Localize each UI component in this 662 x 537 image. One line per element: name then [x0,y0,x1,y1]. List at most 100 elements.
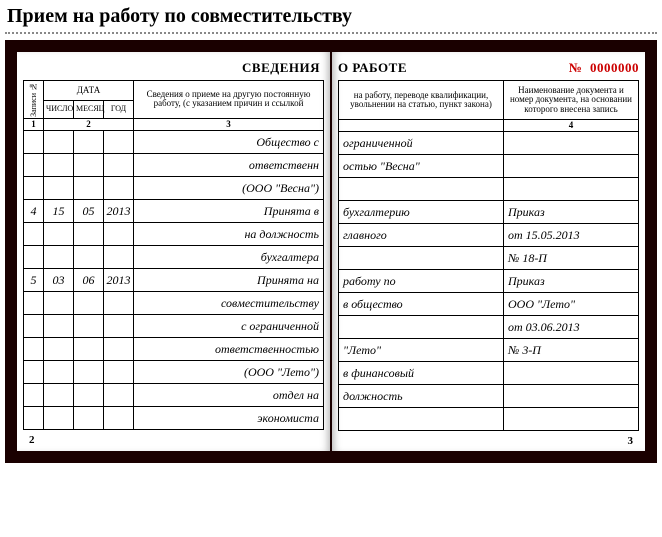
cell-col3b [339,247,504,270]
table-row: совместительству [24,292,324,315]
th-col3a: Сведения о приеме на другую постоянную р… [134,81,324,119]
cell-col4 [504,155,639,178]
table-row: Общество с [24,131,324,154]
cell-rec [24,384,44,407]
pagenum-left: 2 [23,434,324,446]
colnum-3b [339,120,504,132]
header-right: О РАБОТЕ № 0000000 [338,60,639,76]
cell-m [74,338,104,361]
cell-rec: 5 [24,269,44,292]
cell-col3: совместительству [134,292,324,315]
cell-y [104,154,134,177]
table-row [339,408,639,431]
cell-col3b: в общество [339,293,504,316]
cell-col3: на должность [134,223,324,246]
th-date: ДАТА [44,81,134,101]
cell-m: 05 [74,200,104,223]
table-row: работу поПриказ [339,270,639,293]
cell-y [104,338,134,361]
cell-rec [24,315,44,338]
cell-m [74,407,104,430]
cell-col3b: "Лето" [339,339,504,362]
cell-d [44,338,74,361]
table-row: должность [339,385,639,408]
table-row: с ограниченной [24,315,324,338]
cell-y: 2013 [104,269,134,292]
cell-rec [24,177,44,200]
table-row: бухгалтериюПриказ [339,201,639,224]
doc-number: № 0000000 [569,60,639,76]
th-col4: Наименование документа и номер документа… [504,81,639,120]
cell-d [44,223,74,246]
cell-col4 [504,385,639,408]
cell-y [104,131,134,154]
cell-col3: (ООО "Лето") [134,361,324,384]
cell-rec [24,361,44,384]
cell-m [74,131,104,154]
cell-col3: экономиста [134,407,324,430]
cell-col3: Принята в [134,200,324,223]
cell-m [74,223,104,246]
cell-rec [24,292,44,315]
book-pages: СВЕДЕНИЯ Записи № ДАТА Сведения о приеме… [17,52,645,451]
table-row [339,178,639,201]
table-row: остью "Весна" [339,155,639,178]
cell-col4 [504,408,639,431]
cell-col4: Приказ [504,201,639,224]
th-year: ГОД [104,100,134,118]
table-row: главногоот 15.05.2013 [339,224,639,247]
pagenum-right: 3 [338,435,639,447]
cell-col3b [339,408,504,431]
cell-y [104,223,134,246]
cell-y [104,384,134,407]
cell-m [74,154,104,177]
cell-m: 06 [74,269,104,292]
cell-col4: от 15.05.2013 [504,224,639,247]
colnum-2: 2 [44,118,134,130]
cell-col4: Приказ [504,270,639,293]
cell-col4 [504,362,639,385]
cell-m [74,246,104,269]
th-rec: Записи № [24,81,44,119]
cell-d [44,131,74,154]
cell-col4 [504,132,639,155]
cell-col3b [339,178,504,201]
cell-y [104,292,134,315]
book-cover: СВЕДЕНИЯ Записи № ДАТА Сведения о приеме… [5,40,657,463]
cell-y [104,407,134,430]
cell-rec [24,246,44,269]
cell-col4 [504,178,639,201]
cell-rec [24,154,44,177]
cell-m [74,315,104,338]
cell-d [44,177,74,200]
cell-y [104,246,134,269]
header-right-text: О РАБОТЕ [338,60,407,76]
page-title: Прием на работу по совместительству [7,5,657,28]
header-left: СВЕДЕНИЯ [23,60,324,76]
cell-col4: от 03.06.2013 [504,316,639,339]
cell-col3: отдел на [134,384,324,407]
cell-col3: Общество с [134,131,324,154]
cell-m [74,292,104,315]
cell-d: 03 [44,269,74,292]
th-month: МЕСЯЦ [74,100,104,118]
cell-d [44,154,74,177]
table-row: в финансовый [339,362,639,385]
cell-col4: № 18-П [504,247,639,270]
cell-d: 15 [44,200,74,223]
table-right: на работу, переводе квалификации, увольн… [338,80,639,431]
title-separator [5,32,657,34]
table-row: ограниченной [339,132,639,155]
th-col3b: на работу, переводе квалификации, увольн… [339,81,504,120]
cell-rec [24,407,44,430]
cell-d [44,361,74,384]
cell-y [104,177,134,200]
cell-d [44,384,74,407]
cell-col4: ООО "Лето" [504,293,639,316]
table-row: (ООО "Весна") [24,177,324,200]
cell-d [44,315,74,338]
cell-col3b: бухгалтерию [339,201,504,224]
page-right: О РАБОТЕ № 0000000 на работу, переводе к… [332,52,645,451]
cell-col3b: должность [339,385,504,408]
table-row: ответственностью [24,338,324,361]
